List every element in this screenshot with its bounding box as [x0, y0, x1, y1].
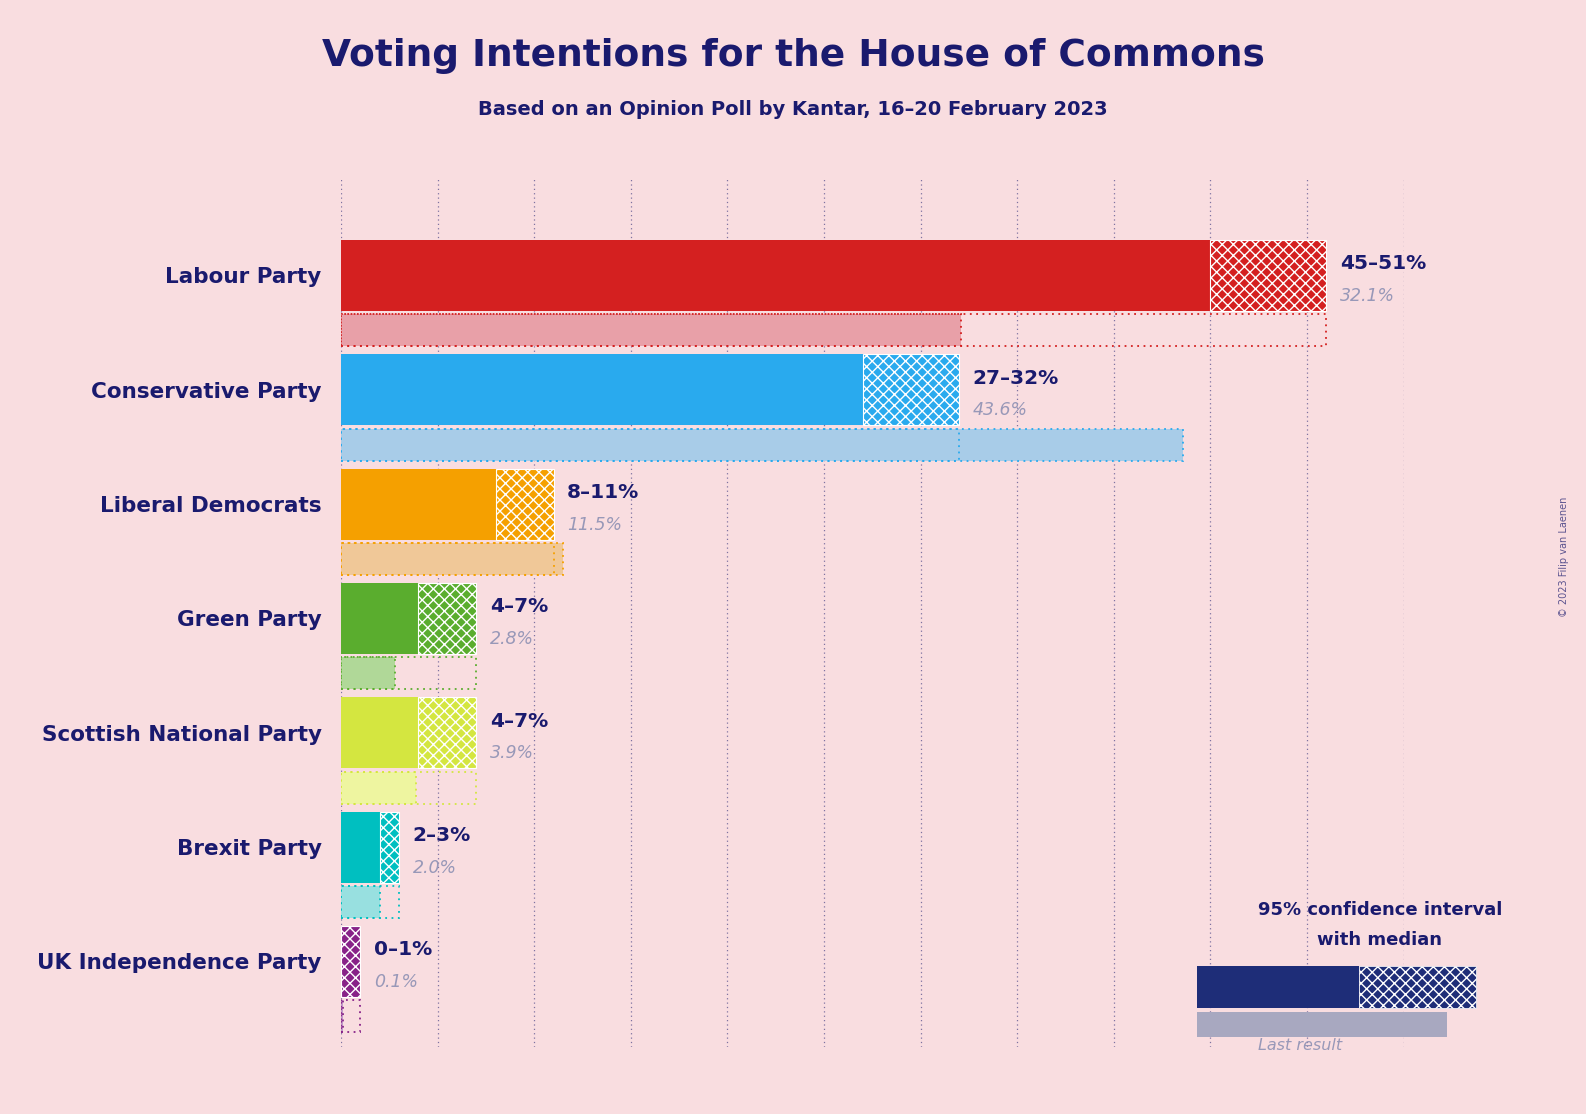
Bar [1197, 966, 1359, 1008]
Text: 32.1%: 32.1% [1340, 287, 1394, 305]
Bar [419, 583, 476, 654]
Bar [341, 697, 419, 769]
Bar [863, 354, 960, 426]
Bar [341, 772, 476, 803]
Bar [1210, 240, 1326, 311]
Bar [341, 354, 863, 426]
Bar [1210, 240, 1326, 311]
Bar [341, 429, 1183, 461]
Text: 2.0%: 2.0% [412, 859, 457, 877]
Text: with median: with median [1318, 931, 1442, 949]
Bar [341, 543, 563, 575]
Bar [1359, 966, 1477, 1008]
Bar [341, 657, 476, 690]
Bar [419, 697, 476, 769]
Text: 4–7%: 4–7% [490, 712, 549, 731]
Bar [419, 583, 476, 654]
Text: © 2023 Filip van Laenen: © 2023 Filip van Laenen [1559, 497, 1569, 617]
Text: Last result: Last result [1258, 1038, 1343, 1053]
Bar [341, 1000, 360, 1033]
Text: 11.5%: 11.5% [568, 516, 622, 534]
Bar [341, 886, 400, 918]
Bar [341, 543, 554, 575]
Bar [863, 354, 960, 426]
Text: 0–1%: 0–1% [374, 940, 431, 959]
Bar [341, 583, 419, 654]
Bar [341, 314, 961, 346]
Bar [341, 314, 1326, 346]
Bar [341, 772, 417, 803]
Text: 95% confidence interval: 95% confidence interval [1258, 901, 1502, 919]
Text: 43.6%: 43.6% [972, 401, 1028, 419]
Text: 2–3%: 2–3% [412, 827, 471, 846]
Text: 2.8%: 2.8% [490, 631, 534, 648]
Bar [341, 926, 360, 997]
Text: 3.9%: 3.9% [490, 744, 534, 762]
Bar [495, 469, 554, 539]
Bar [341, 812, 379, 882]
Bar [419, 697, 476, 769]
Text: 0.1%: 0.1% [374, 973, 417, 991]
Bar [1197, 1012, 1446, 1036]
Bar [341, 240, 1210, 311]
Bar [341, 429, 960, 461]
Bar [379, 812, 400, 882]
Text: Based on an Opinion Poll by Kantar, 16–20 February 2023: Based on an Opinion Poll by Kantar, 16–2… [479, 100, 1107, 119]
Text: 8–11%: 8–11% [568, 483, 639, 502]
Bar [341, 657, 395, 690]
Bar [341, 926, 360, 997]
Text: 27–32%: 27–32% [972, 369, 1059, 388]
Text: Voting Intentions for the House of Commons: Voting Intentions for the House of Commo… [322, 38, 1264, 74]
Text: 4–7%: 4–7% [490, 597, 549, 616]
Bar [341, 886, 379, 918]
Bar [495, 469, 554, 539]
Bar [379, 812, 400, 882]
Bar [341, 469, 495, 539]
Text: 45–51%: 45–51% [1340, 254, 1426, 274]
Bar [341, 1000, 343, 1033]
